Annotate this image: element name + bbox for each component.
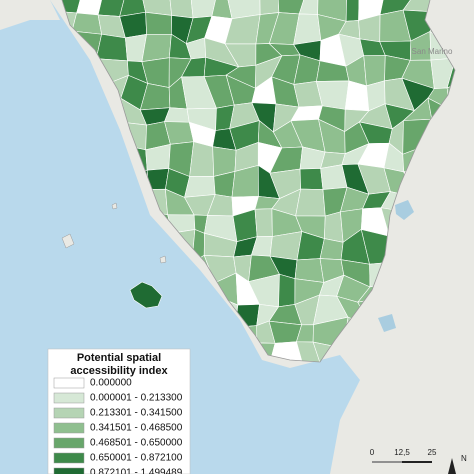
north-arrow [448, 458, 456, 474]
municipality [324, 211, 344, 243]
legend-swatch [53, 392, 85, 404]
legend-title: Potential spatial [77, 352, 161, 364]
place-label: San Marino [412, 47, 453, 56]
scale-label: 0 [370, 448, 375, 457]
municipality [319, 238, 344, 261]
municipality [145, 11, 172, 35]
municipality [259, 0, 280, 15]
north-label: N [461, 454, 467, 463]
lake [378, 314, 396, 332]
legend-label: 0.650001 - 0.872100 [90, 453, 183, 464]
legend-label: 0.213301 - 0.341500 [90, 408, 183, 419]
island [61, 233, 75, 249]
legend-swatch [53, 437, 85, 449]
legend-swatch [53, 377, 85, 389]
municipality [141, 33, 172, 63]
municipality [254, 208, 273, 237]
land [0, 0, 60, 30]
municipality [278, 273, 296, 308]
scale-label: 12,5 [394, 448, 410, 457]
legend: 0.000000 0.000001 - 0.213300 0.213301 - 0.… [53, 377, 183, 474]
lake [395, 200, 414, 220]
legend-swatch [53, 407, 85, 419]
scale-label: 25 [428, 448, 437, 457]
legend-label: 0.000001 - 0.213300 [90, 393, 183, 404]
legend-label: 0.000000 [90, 378, 132, 389]
municipality [344, 80, 370, 112]
region-border [61, 0, 456, 363]
legend-label: 0.468501 - 0.650000 [90, 438, 183, 449]
municipality [269, 231, 303, 261]
municipality [345, 0, 360, 22]
municipality [299, 168, 324, 190]
legend-swatch [53, 422, 85, 434]
municipality [295, 188, 326, 217]
municipality [294, 258, 325, 283]
legend-label: 0.872101 - 1.499489 [90, 468, 183, 474]
island-elba [129, 281, 163, 309]
legend-swatch [53, 452, 85, 464]
legend-label: 0.341501 - 0.468500 [90, 423, 183, 434]
municipality [95, 33, 128, 62]
island [111, 202, 118, 210]
island [159, 255, 167, 264]
municipality [189, 141, 215, 177]
legend-swatch [53, 467, 85, 474]
municipality [184, 176, 216, 198]
legend-title: accessibility index [70, 365, 168, 377]
